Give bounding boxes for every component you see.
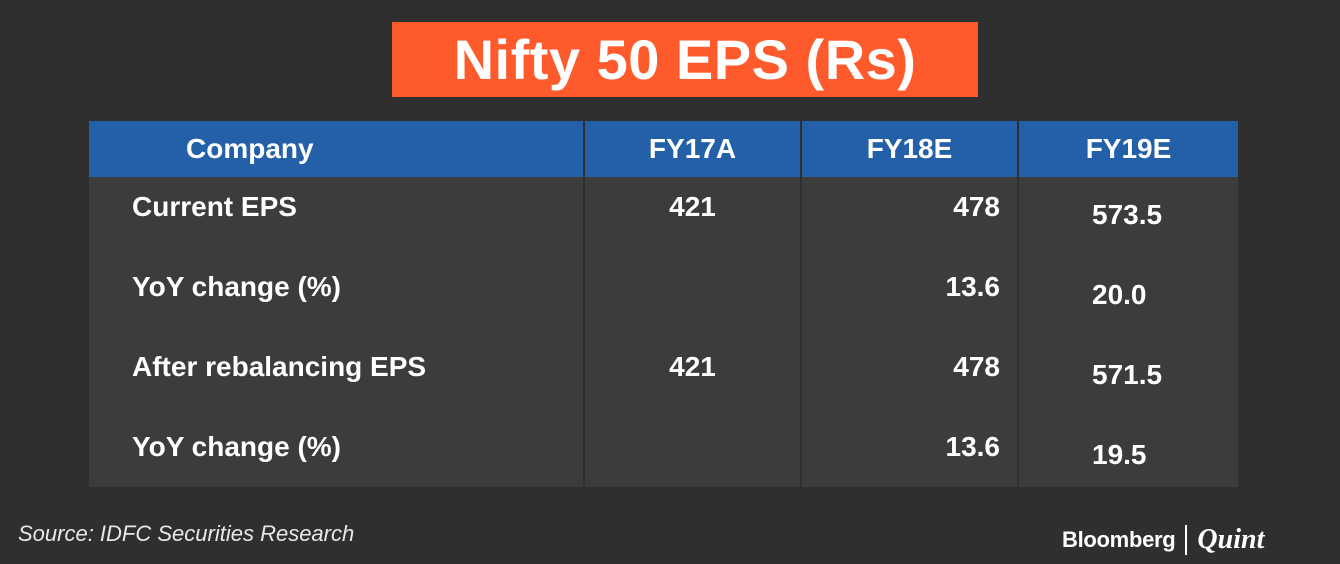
row-label-yoy-change: YoY change (%) (132, 271, 342, 302)
column-separator (800, 121, 802, 487)
column-separator (1017, 121, 1019, 487)
cell-current-eps-fy19e: 573.5 (1092, 199, 1163, 230)
logo-bloomberg-text: Bloomberg (1062, 527, 1176, 552)
header-company: Company (186, 133, 314, 164)
row-label-after-rebalancing-eps: After rebalancing EPS (132, 351, 427, 382)
cell-yoy-change-fy18e: 13.6 (945, 271, 1001, 302)
row-label-yoy-change: YoY change (%) (132, 431, 342, 462)
header-fy17a: FY17A (648, 133, 737, 164)
row-label-current-eps: Current EPS (132, 191, 297, 222)
cell-yoy-change-2-fy18e: 13.6 (945, 431, 1001, 462)
cell-yoy-change-fy19e: 20.0 (1092, 279, 1147, 310)
cell-current-eps-fy18e: 478 (953, 191, 1000, 222)
logo-quint-text: Quint (1197, 524, 1265, 555)
source-note: Source: IDFC Securities Research (18, 521, 355, 546)
title-banner: Nifty 50 EPS (Rs) (392, 22, 978, 97)
bloomberg-quint-logo: Bloomberg Quint (1062, 522, 1264, 558)
logo-divider (1185, 525, 1188, 555)
header-fy18e: FY18E (866, 133, 953, 164)
cell-after-rebalancing-eps-fy17a: 421 (669, 351, 716, 382)
cell-after-rebalancing-eps-fy19e: 571.5 (1092, 359, 1163, 390)
cell-after-rebalancing-eps-fy18e: 478 (953, 351, 1000, 382)
table-header-row (89, 121, 1238, 177)
column-separator (583, 121, 585, 487)
header-fy19e: FY19E (1085, 133, 1172, 164)
chart-title: Nifty 50 EPS (Rs) (453, 28, 917, 91)
eps-table: Company FY17A FY18E FY19E Current EPS 42… (89, 121, 1238, 487)
cell-current-eps-fy17a: 421 (669, 191, 716, 222)
cell-yoy-change-2-fy19e: 19.5 (1092, 439, 1147, 470)
